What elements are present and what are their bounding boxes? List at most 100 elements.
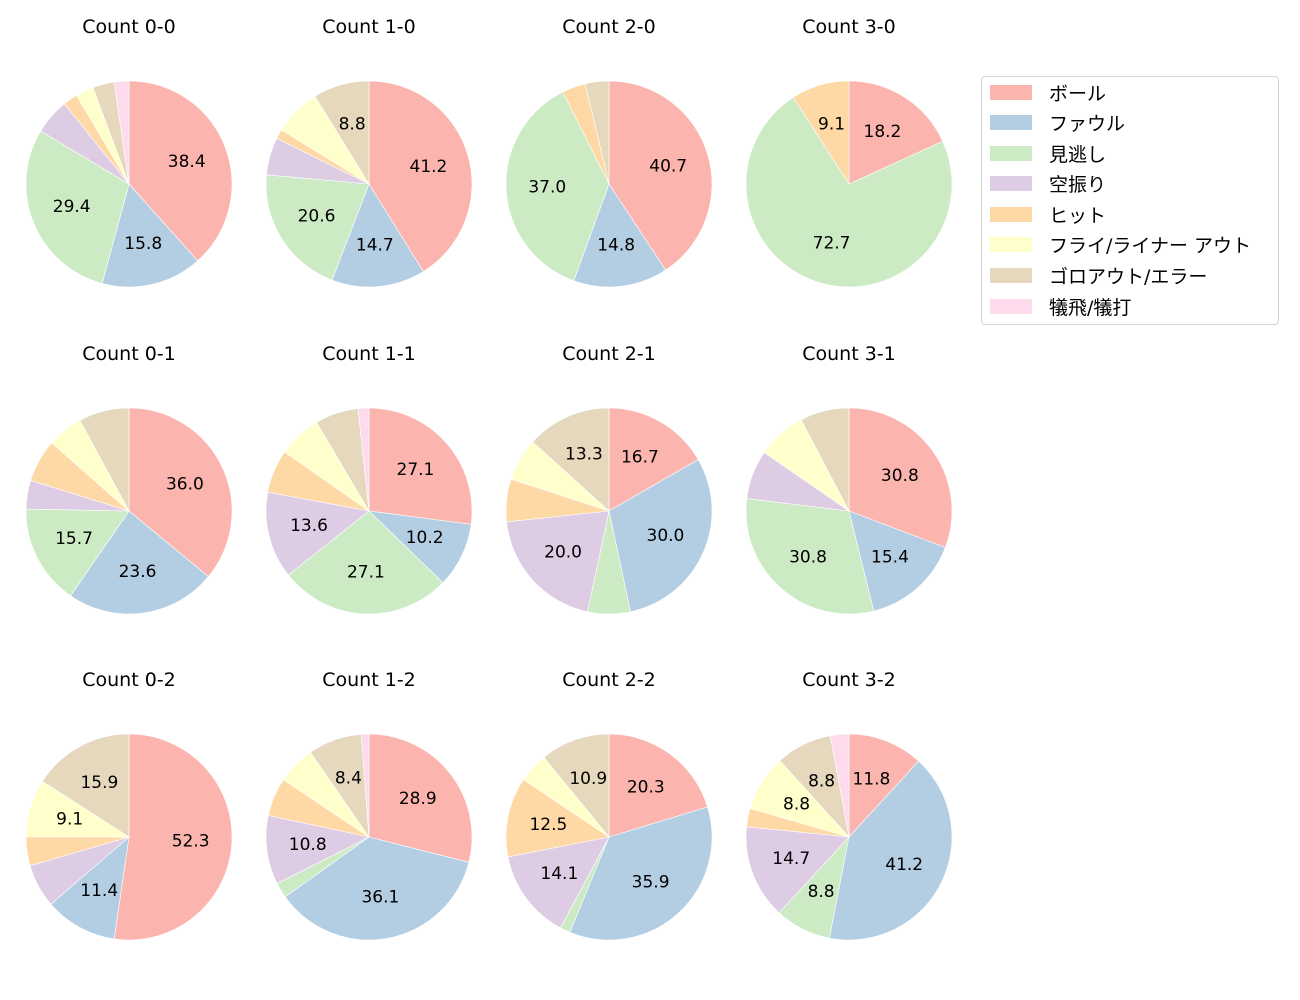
pie-slice [800, 407, 850, 512]
pie-title: Count 0-1 [82, 343, 176, 365]
legend-item-called-strike: 見逃し [990, 142, 1107, 166]
pie-slice [569, 806, 713, 941]
slice-value-label: 10.2 [406, 528, 444, 548]
pie-slice [113, 733, 233, 941]
pie-title: Count 1-2 [322, 669, 416, 691]
pie-slice [584, 80, 610, 185]
slice-value-label: 36.1 [361, 888, 399, 908]
pie-slice [360, 733, 370, 838]
legend-item-swinging-strike: 空振り [990, 172, 1107, 196]
slice-value-label: 36.0 [166, 475, 204, 495]
legend-swatch [990, 236, 1032, 252]
pie-svg: 28.9 36.1 10.8 8.4 [265, 733, 473, 941]
slice-value-label: 9.1 [818, 115, 845, 135]
legend-swatch [990, 267, 1032, 283]
pie-slice [829, 760, 953, 941]
slice-value-label: 11.8 [852, 769, 890, 789]
pie-svg: 18.2 72.7 9.1 [745, 80, 953, 288]
slice-value-label: 38.4 [168, 152, 206, 172]
pie-slice [792, 80, 850, 186]
pie-title: Count 0-2 [82, 669, 176, 691]
slice-value-label: 10.8 [289, 835, 327, 855]
legend-item-hit: ヒット [990, 203, 1107, 227]
pie-chart-count-2-1: 16.7 30.0 20.0 13.3 Count 2-1 [489, 327, 729, 627]
pie-chart-count-0-0: 38.4 15.8 29.4 Count 0-0 [9, 0, 249, 300]
legend-item-sacrifice: 犠飛/犠打 [990, 295, 1132, 319]
slice-value-label: 27.1 [397, 460, 435, 480]
legend-label: ファウル [1049, 112, 1126, 135]
pie-chart-count-3-2: 11.8 41.2 8.8 14.7 8.8 8.8 Count 3-2 [729, 653, 969, 953]
slice-value-label: 13.6 [290, 516, 328, 536]
legend: ボール ファウル 見逃し 空振り ヒット フライ/ライナー アウト ゴロアウト/… [981, 76, 1279, 325]
legend-item-ball: ボール [990, 81, 1107, 105]
pie-slice [25, 508, 130, 597]
pie-slice [128, 80, 233, 262]
pie-chart-count-2-2: 20.3 35.9 14.1 12.5 10.9 Count 2-2 [489, 653, 729, 953]
legend-swatch [990, 175, 1032, 191]
pie-chart-count-3-0: 18.2 72.7 9.1 Count 3-0 [729, 0, 969, 300]
pie-slice [287, 510, 444, 615]
slice-value-label: 12.5 [529, 815, 567, 835]
slice-value-label: 10.9 [569, 769, 607, 789]
pie-title: Count 2-2 [562, 669, 656, 691]
pie-chart-count-1-0: 41.2 14.7 20.6 8.8 Count 1-0 [249, 0, 489, 300]
legend-label: フライ/ライナー アウト [1049, 234, 1252, 257]
pie-svg: 41.2 14.7 20.6 8.8 [265, 80, 473, 288]
pie-slice [532, 407, 610, 512]
slice-value-label: 8.4 [335, 769, 362, 789]
pie-slice [314, 80, 370, 186]
pie-chart-count-0-2: 52.3 11.4 9.1 15.9 Count 0-2 [9, 653, 249, 953]
pie-slice [608, 733, 708, 838]
pie-slice [128, 407, 233, 578]
slice-value-label: 15.9 [80, 773, 118, 793]
pie-slice [368, 80, 473, 272]
legend-label: 見逃し [1049, 143, 1107, 166]
pie-slice [745, 826, 850, 914]
pie-title: Count 2-0 [562, 16, 656, 38]
slice-value-label: 8.8 [808, 882, 835, 902]
slice-value-label: 41.2 [885, 855, 923, 875]
pie-slice [265, 815, 370, 884]
legend-item-grounder-out-error: ゴロアウト/エラー [990, 264, 1207, 288]
slice-value-label: 14.1 [540, 864, 578, 884]
slice-value-label: 30.8 [789, 547, 827, 567]
pie-slice [505, 91, 610, 282]
legend-swatch [990, 206, 1032, 222]
pie-slice [331, 183, 424, 288]
pie-slice [543, 733, 610, 838]
pie-slice [284, 836, 470, 941]
slice-value-label: 29.4 [53, 197, 91, 217]
legend-label: 犠飛/犠打 [1049, 296, 1132, 319]
slice-value-label: 8.8 [339, 115, 366, 135]
slice-value-label: 14.7 [356, 236, 394, 256]
pie-slice [848, 733, 920, 838]
slice-value-label: 72.7 [813, 233, 851, 253]
slice-value-label: 40.7 [649, 156, 687, 176]
legend-label: ヒット [1049, 204, 1107, 227]
pie-slice [608, 459, 713, 613]
slice-value-label: 20.6 [298, 207, 336, 227]
slice-value-label: 9.1 [56, 810, 83, 830]
slice-value-label: 11.4 [80, 881, 118, 901]
slice-value-label: 15.8 [124, 234, 162, 254]
slice-value-label: 8.8 [783, 794, 810, 814]
pie-svg: 16.7 30.0 20.0 13.3 [505, 407, 713, 615]
pie-svg: 36.0 23.6 15.7 [25, 407, 233, 615]
slice-value-label: 14.7 [772, 849, 810, 869]
slice-value-label: 13.3 [565, 445, 603, 465]
legend-label: 空振り [1049, 173, 1107, 196]
slice-value-label: 41.2 [410, 157, 448, 177]
pie-chart-count-2-0: 40.7 14.8 37.0 Count 2-0 [489, 0, 729, 300]
legend-label: ボール [1049, 82, 1107, 105]
pie-title: Count 3-0 [802, 16, 896, 38]
slice-value-label: 20.3 [627, 777, 665, 797]
legend-swatch [990, 145, 1032, 161]
pie-slice [848, 80, 944, 185]
pie-svg: 30.8 15.4 30.8 [745, 407, 953, 615]
pie-slice [507, 836, 610, 929]
pie-svg: 27.1 10.2 27.1 13.6 [265, 407, 473, 615]
pie-slice [265, 174, 370, 281]
legend-swatch [990, 84, 1032, 100]
pie-slice [101, 183, 199, 288]
slice-value-label: 30.0 [647, 526, 685, 546]
